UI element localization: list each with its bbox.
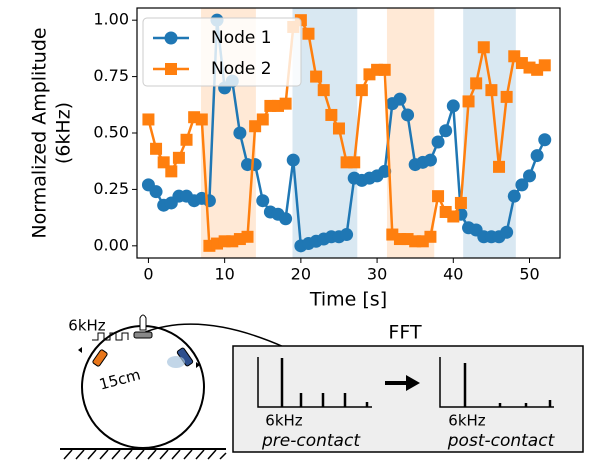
pre-label: pre-contact — [261, 431, 361, 451]
marker — [142, 113, 155, 126]
marker — [279, 212, 293, 226]
marker — [431, 135, 445, 149]
fft-box — [232, 345, 584, 453]
marker — [150, 142, 163, 155]
post-axes — [439, 357, 554, 408]
marker — [538, 59, 551, 72]
shaded-span — [292, 8, 358, 258]
marker — [500, 225, 514, 239]
post-spectrum — [463, 363, 552, 407]
x-tick-label: 30 — [367, 265, 387, 284]
marker — [164, 31, 178, 45]
mic-icon — [139, 314, 147, 331]
marker — [165, 165, 178, 178]
fft-title: FFT — [388, 322, 422, 344]
legend-label: Node 2 — [211, 59, 272, 79]
marker — [195, 113, 208, 126]
marker — [439, 124, 453, 138]
post-label: post-contact — [447, 431, 556, 451]
marker — [507, 189, 521, 203]
y-tick-label: 0.25 — [93, 179, 129, 198]
distance-label: 15cm — [97, 365, 142, 393]
x-tick-label: 10 — [214, 265, 234, 284]
hand — [167, 356, 185, 368]
marker — [401, 108, 415, 122]
marker — [515, 178, 529, 192]
marker — [279, 97, 292, 110]
marker — [355, 84, 368, 97]
marker — [447, 210, 460, 223]
y-tick-label: 0.50 — [93, 123, 129, 142]
marker — [340, 228, 354, 242]
y-axis-title: Normalized Amplitude — [29, 27, 51, 238]
marker — [393, 92, 407, 106]
marker — [286, 153, 300, 167]
y-axis-title: (6kHz) — [53, 102, 75, 164]
marker — [348, 156, 361, 169]
y-tick-label: 0.00 — [93, 235, 129, 254]
marker — [310, 70, 323, 83]
marker — [432, 190, 445, 203]
x-tick-label: 50 — [519, 265, 539, 284]
marker — [256, 194, 270, 208]
y-tick-label: 0.75 — [93, 66, 129, 85]
marker — [165, 63, 177, 75]
x-tick-label: 40 — [443, 265, 463, 284]
x-tick-label: 0 — [143, 265, 153, 284]
marker — [523, 169, 537, 183]
marker — [248, 158, 262, 172]
marker — [462, 95, 475, 108]
ground-hatch — [63, 449, 227, 460]
marker — [530, 149, 544, 163]
post-freq: 6kHz — [448, 412, 486, 430]
marker — [332, 122, 345, 135]
marker — [149, 185, 163, 199]
marker — [493, 160, 506, 173]
x-tick-label: 20 — [291, 265, 311, 284]
marker — [538, 133, 552, 147]
legend: Node 1 Node 2 — [142, 17, 302, 87]
marker — [477, 41, 490, 54]
marker — [446, 99, 460, 113]
marker — [202, 194, 216, 208]
marker — [500, 90, 513, 103]
pre-axes — [257, 357, 372, 408]
marker — [423, 153, 437, 167]
marker — [180, 133, 193, 146]
pre-spectrum — [280, 358, 369, 407]
marker — [378, 164, 392, 178]
marker — [302, 27, 315, 40]
arrow-head — [406, 375, 420, 391]
marker — [172, 151, 185, 164]
marker — [317, 84, 330, 97]
marker — [378, 63, 391, 76]
node-1 — [92, 349, 108, 367]
marker — [157, 156, 170, 169]
marker — [485, 84, 498, 97]
plot: 0 10 20 30 40 50 0.00 0.25 0.50 0.75 1.00 Time [s] N… — [29, 7, 561, 311]
marker — [424, 230, 437, 243]
x-axis-title: Time [s] — [309, 289, 387, 311]
y-tick-label: 1.00 — [93, 10, 129, 29]
marker — [256, 113, 269, 126]
diagram: 6kHz 15cm FFT 6kHz pre-contact 6kHz post… — [60, 314, 584, 460]
legend-label: Node 1 — [211, 28, 272, 48]
freq-label: 6kHz — [68, 317, 106, 335]
marker — [470, 77, 483, 90]
marker — [241, 230, 254, 243]
pre-freq: 6kHz — [265, 412, 303, 430]
marker — [325, 108, 338, 121]
connector — [142, 323, 285, 348]
marker — [233, 126, 247, 140]
marker — [454, 196, 467, 209]
signal-wave — [92, 332, 129, 341]
mic-node — [133, 331, 153, 339]
